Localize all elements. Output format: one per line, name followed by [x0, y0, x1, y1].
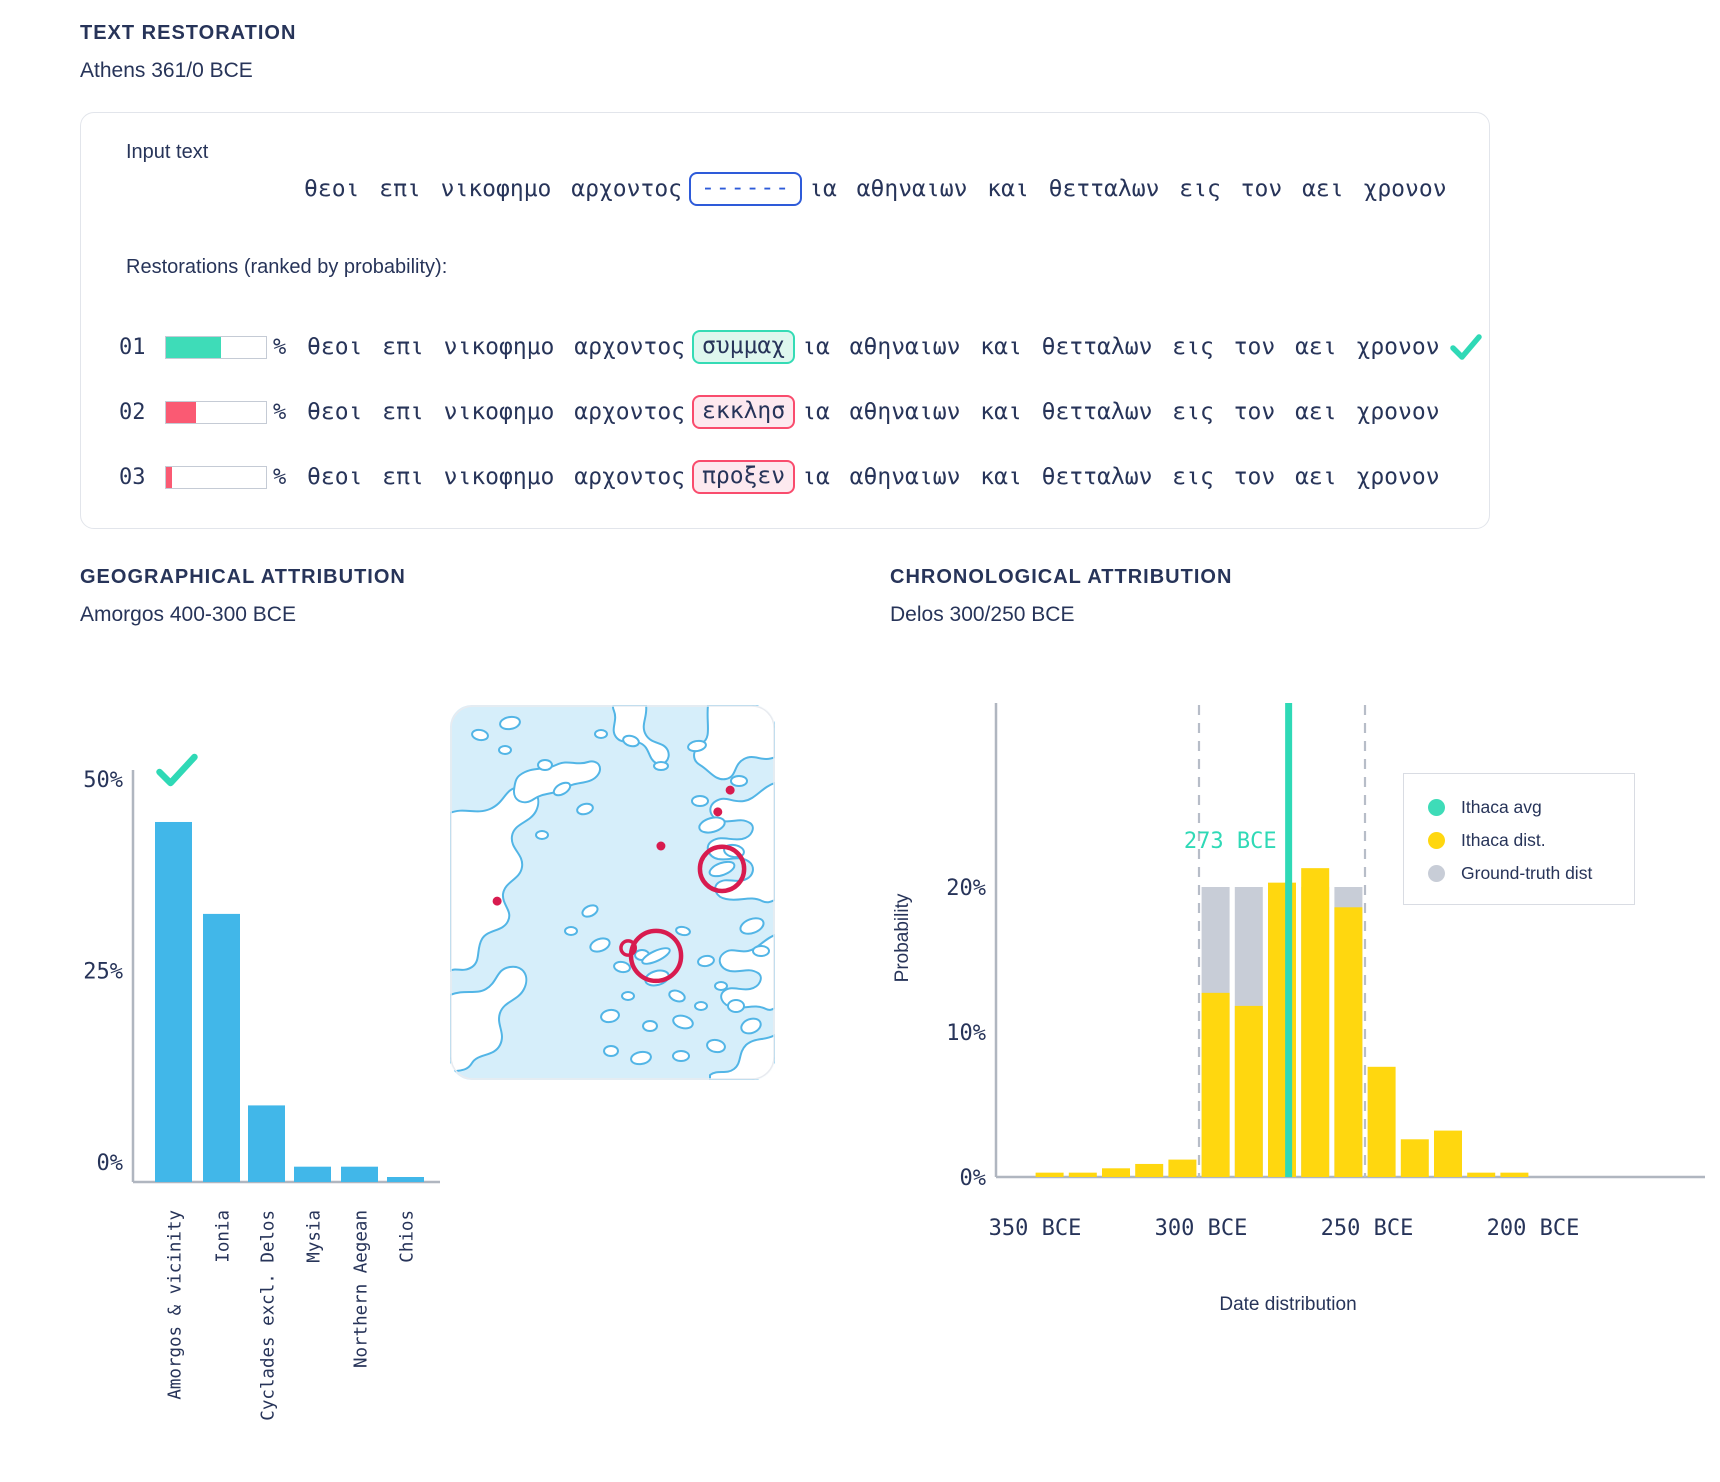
svg-text:25%: 25%	[83, 960, 123, 985]
chronological-title: CHRONOLOGICAL ATTRIBUTION	[890, 566, 1233, 588]
legend-item-ithaca-dist: Ithaca dist.	[1428, 824, 1634, 857]
restored-word-box: συμμαχ	[692, 330, 796, 364]
probability-bar-fill	[166, 466, 172, 488]
candidate-text-after: ια αθηναιων και θετταλων εις τον αει χρο…	[802, 399, 1440, 425]
date-distribution-chart: Probability 20% 10% 0% 273 BCE 350 BCE 300 BCE…	[892, 703, 1705, 1315]
restoration-section-header: TEXT RESTORATION Athens 361/0 BCE	[80, 22, 296, 83]
svg-text:0%: 0%	[960, 1166, 987, 1191]
percent-symbol: %	[273, 399, 287, 425]
svg-text:200 BCE: 200 BCE	[1487, 1216, 1580, 1241]
legend-item-ground-truth: Ground-truth dist	[1428, 857, 1634, 890]
legend-label: Ground-truth dist	[1461, 863, 1593, 883]
svg-text:Northern Aegean: Northern Aegean	[351, 1210, 371, 1368]
restoration-card: Input text θεοι επι νικοφημο αρχοντος --…	[80, 112, 1490, 529]
restorations-label: Restorations (ranked by probability):	[126, 256, 448, 278]
input-text-label: Input text	[126, 141, 209, 163]
legend-item-ithaca-avg: Ithaca avg	[1428, 791, 1634, 824]
restored-word-box: προξεν	[692, 460, 796, 494]
rank-label: 01	[119, 334, 146, 360]
restored-word-box: εκκλησ	[692, 395, 796, 429]
ithaca-dist-dot-icon	[1428, 832, 1445, 849]
geographical-title: GEOGRAPHICAL ATTRIBUTION	[80, 566, 406, 588]
geographical-section-header: GEOGRAPHICAL ATTRIBUTION Amorgos 400-300…	[80, 566, 406, 627]
candidate-text-before: θεοι επι νικοφημο αρχοντος	[307, 399, 686, 425]
probability-bar	[165, 400, 267, 424]
svg-text:Date distribution: Date distribution	[1219, 1294, 1356, 1315]
legend-label: Ithaca avg	[1461, 797, 1542, 817]
svg-text:20%: 20%	[946, 876, 986, 901]
legend-label: Ithaca dist.	[1461, 830, 1546, 850]
candidate-text: θεοι επι νικοφημο αρχοντος εκκλησ ια αθη…	[307, 395, 1440, 429]
svg-text:Probability: Probability	[892, 893, 913, 982]
geographical-subtitle: Amorgos 400-300 BCE	[80, 603, 296, 626]
rank-label: 03	[119, 464, 146, 490]
rank-label: 02	[119, 399, 146, 425]
candidate-text-after: ια αθηναιων και θετταλων εις τον αει χρο…	[802, 334, 1440, 360]
svg-text:300 BCE: 300 BCE	[1155, 1216, 1248, 1241]
restoration-subtitle: Athens 361/0 BCE	[80, 59, 253, 82]
svg-text:250 BCE: 250 BCE	[1321, 1216, 1414, 1241]
chart-legend: Ithaca avg Ithaca dist. Ground-truth dis…	[1403, 773, 1635, 905]
candidate-text: θεοι επι νικοφημο αρχοντος προξεν ια αθη…	[307, 460, 1440, 494]
ithaca-avg-dot-icon	[1428, 799, 1445, 816]
svg-text:10%: 10%	[946, 1021, 986, 1046]
svg-text:0%: 0%	[97, 1151, 124, 1176]
svg-text:350 BCE: 350 BCE	[989, 1216, 1082, 1241]
input-text-before: θεοι επι νικοφημο αρχοντος	[304, 176, 683, 202]
svg-text:Amorgos & vicinity: Amorgos & vicinity	[165, 1210, 185, 1400]
chronological-section-header: CHRONOLOGICAL ATTRIBUTION Delos 300/250 …	[890, 566, 1232, 627]
probability-bar	[165, 465, 267, 489]
restoration-row-3: 03 % θεοι επι νικοφημο αρχοντος προξεν ι…	[119, 457, 1482, 497]
input-text-after: ια αθηναιων και θετταλων εις τον αει χρο…	[809, 176, 1447, 202]
candidate-text-before: θεοι επι νικοφημο αρχοντος	[307, 464, 686, 490]
svg-text:Chios: Chios	[397, 1210, 417, 1263]
restoration-row-2: 02 % θεοι επι νικοφημο αρχοντος εκκλησ ι…	[119, 392, 1482, 432]
probability-bar	[165, 335, 267, 359]
geographical-bar-chart: 50% 25% 0% Amorgos & vicinity Ionia Cyclades …	[83, 753, 440, 1421]
svg-text:273 BCE: 273 BCE	[1184, 829, 1277, 854]
probability-bar-fill	[166, 401, 196, 423]
svg-text:50%: 50%	[83, 768, 123, 793]
percent-symbol: %	[273, 464, 287, 490]
ground-truth-dot-icon	[1428, 865, 1445, 882]
input-text-line: θεοι επι νικοφημο αρχοντος ------ ια αθη…	[304, 169, 1447, 209]
percent-symbol: %	[273, 334, 287, 360]
restoration-row-1: 01 % θεοι επι νικοφημο αρχοντος συμμαχ ι…	[119, 327, 1482, 367]
probability-bar-fill	[166, 336, 221, 358]
svg-text:Cyclades excl. Delos: Cyclades excl. Delos	[258, 1210, 278, 1421]
candidate-text: θεοι επι νικοφημο αρχοντος συμμαχ ια αθη…	[307, 330, 1440, 364]
aegean-map	[450, 705, 775, 1080]
candidate-text-after: ια αθηναιων και θετταλων εις τον αει χρο…	[802, 464, 1440, 490]
svg-text:Ionia: Ionia	[213, 1210, 233, 1263]
missing-text-gap-box: ------	[689, 172, 803, 206]
correct-check-icon	[1449, 334, 1482, 360]
chronological-subtitle: Delos 300/250 BCE	[890, 603, 1075, 626]
restoration-title: TEXT RESTORATION	[80, 22, 297, 44]
candidate-text-before: θεοι επι νικοφημο αρχοντος	[307, 334, 686, 360]
svg-text:Mysia: Mysia	[304, 1210, 324, 1263]
